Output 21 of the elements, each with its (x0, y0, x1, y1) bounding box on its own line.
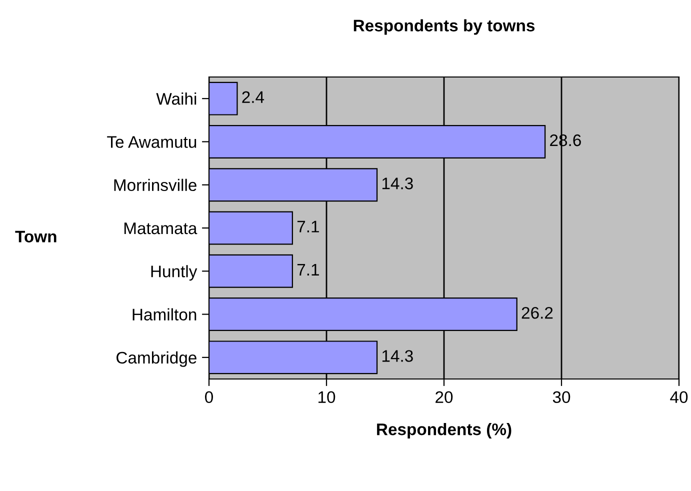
x-tick-label: 0 (205, 391, 213, 404)
y-tick-label: Waihi (156, 92, 196, 105)
y-tick-label: Te Awamutu (107, 136, 196, 148)
y-axis-title: Town (15, 230, 56, 242)
x-tick-label: 40 (670, 391, 688, 404)
y-tick-label: Huntly (151, 265, 198, 281)
y-tick-label: Cambridge (116, 351, 196, 367)
data-label: 14.3 (382, 350, 413, 362)
data-label: 14.3 (382, 178, 413, 190)
x-tick-label: 20 (436, 391, 453, 404)
x-tick-label: 10 (318, 391, 336, 404)
data-label: 7.1 (297, 220, 319, 232)
y-tick-label: Morrinsville (114, 178, 196, 192)
data-label: 2.4 (242, 91, 264, 103)
y-tick-label: Hamilton (132, 308, 196, 320)
y-tick-label: Matamata (124, 222, 198, 234)
x-tick-label: 30 (552, 391, 570, 404)
data-label: 7.1 (297, 264, 319, 276)
chart-title: Respondents by towns (354, 19, 535, 35)
x-axis-title: Respondents (%) (377, 423, 512, 439)
data-label: 26.2 (522, 306, 553, 319)
